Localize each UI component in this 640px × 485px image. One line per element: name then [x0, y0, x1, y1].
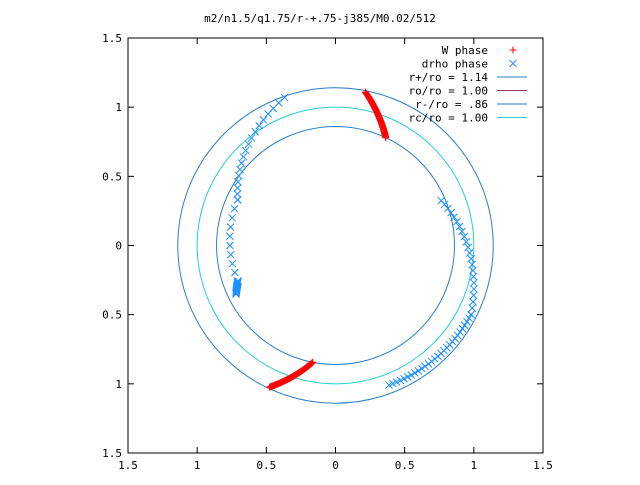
data-point-134	[234, 178, 242, 186]
y-tick-label-3: 0	[115, 240, 122, 253]
data-point-119	[265, 383, 273, 391]
data-point-143	[226, 241, 234, 250]
legend-label-0: W phase	[442, 44, 488, 57]
data-point-127	[247, 134, 256, 142]
reference-circle-1	[216, 126, 455, 365]
data-point-167	[440, 200, 449, 209]
axis-ticks: 1.5 1 0.5 0 0.5 1 1.51.510.500.511.5	[102, 32, 553, 472]
data-point-136	[233, 190, 242, 198]
data-point-164	[232, 289, 240, 298]
data-point-135	[233, 184, 242, 192]
reference-circles	[177, 87, 494, 404]
data-point-208	[410, 369, 419, 377]
y-tick-label-0: 1.5	[102, 32, 122, 45]
data-point-192	[458, 324, 467, 333]
legend-marker-0	[509, 46, 517, 54]
data-point-180	[469, 266, 477, 275]
legend-label-4: r-/ro = .86	[415, 98, 488, 111]
reference-circle-2	[196, 106, 475, 385]
data-point-207	[414, 366, 423, 375]
x-tick-label-3: 0	[332, 459, 339, 472]
legend-marker-1	[509, 59, 517, 68]
data-point-177	[465, 249, 474, 257]
data-point-190	[463, 317, 471, 326]
data-point-203	[427, 357, 436, 366]
data-point-139	[230, 204, 239, 213]
data-point-188	[467, 310, 475, 319]
y-tick-label-4: 0.5	[102, 309, 122, 322]
data-point-186	[468, 304, 477, 313]
data-point-205	[421, 362, 429, 371]
data-point-176	[464, 243, 472, 252]
data-point-169	[447, 208, 455, 217]
data-point-174	[460, 232, 469, 241]
data-point-168	[444, 204, 452, 213]
x-tick-label-6: 1.5	[533, 459, 553, 472]
y-tick-label-6: 1.5	[102, 447, 122, 460]
legend-label-2: r+/ro = 1.14	[409, 71, 489, 84]
data-point-144	[226, 250, 235, 259]
data-point-126	[251, 127, 260, 136]
data-point-181	[469, 272, 478, 281]
data-point-183	[470, 285, 478, 293]
data-point-193	[456, 328, 464, 336]
data-point-204	[424, 360, 433, 368]
data-point-209	[407, 371, 416, 379]
data-point-185	[469, 297, 477, 306]
data-point-123	[264, 110, 272, 118]
reference-circle-0	[177, 87, 494, 404]
data-point-145	[228, 259, 237, 268]
x-tick-label-5: 1	[471, 459, 478, 472]
data-point-163	[232, 288, 241, 297]
data-point-128	[244, 140, 253, 149]
y-tick-label-2: 0.5	[102, 170, 122, 183]
data-point-189	[465, 314, 473, 323]
data-point-182	[469, 278, 478, 287]
data-point-142	[225, 232, 234, 241]
data-point-130	[239, 152, 248, 161]
legend-label-5: rc/ro = 1.00	[409, 112, 488, 125]
data-point-175	[462, 238, 471, 246]
data-point-172	[455, 222, 464, 231]
data-point-171	[453, 217, 461, 226]
data-point-173	[458, 227, 466, 236]
data-point-131	[237, 159, 246, 167]
data-point-184	[469, 291, 478, 300]
data-point-146	[230, 268, 239, 277]
data-points	[225, 88, 478, 391]
legend-label-3: ro/ro = 1.00	[409, 85, 488, 98]
x-tick-label-1: 1	[194, 459, 201, 472]
legend-label-1: drho phase	[422, 58, 488, 71]
data-point-129	[241, 146, 250, 155]
x-tick-label-4: 0.5	[395, 459, 415, 472]
data-point-170	[450, 213, 458, 221]
x-tick-label-2: 0.5	[256, 459, 276, 472]
data-point-124	[259, 115, 268, 124]
data-point-140	[228, 213, 237, 222]
data-point-206	[417, 364, 426, 373]
data-point-165	[232, 290, 240, 298]
y-tick-label-1: 1	[115, 101, 122, 114]
data-point-138	[233, 196, 242, 204]
data-point-211	[400, 374, 408, 383]
data-point-125	[255, 121, 263, 130]
chart-title: m2/n1.5/q1.75/r-+.75-j385/M0.02/512	[204, 12, 436, 25]
x-tick-label-0: 1.5	[118, 459, 138, 472]
data-point-191	[460, 321, 469, 330]
data-point-132	[236, 165, 244, 174]
data-point-210	[403, 373, 412, 381]
data-point-215	[385, 381, 393, 389]
data-point-141	[226, 223, 235, 231]
data-point-59	[382, 134, 390, 142]
data-point-133	[234, 171, 243, 180]
y-tick-label-5: 1	[115, 378, 122, 391]
